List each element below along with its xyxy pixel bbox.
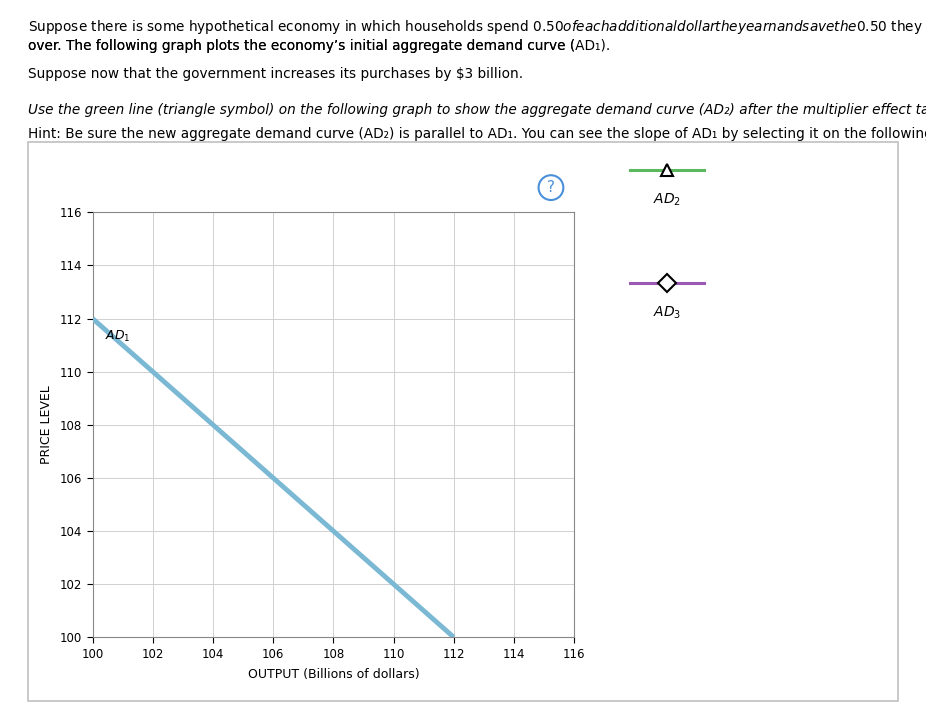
Text: ?: ?	[547, 180, 555, 195]
Text: Suppose there is some hypothetical economy in which households spend $0.50 of ea: Suppose there is some hypothetical econo…	[28, 18, 926, 35]
X-axis label: OUTPUT (Billions of dollars): OUTPUT (Billions of dollars)	[247, 668, 419, 680]
Text: over. The following graph plots the economy’s initial aggregate demand curve (: over. The following graph plots the econ…	[28, 39, 575, 53]
Y-axis label: PRICE LEVEL: PRICE LEVEL	[40, 385, 53, 464]
Text: $AD_3$: $AD_3$	[653, 304, 681, 321]
Text: Hint: Be sure the new aggregate demand curve (​AD₂) is parallel to AD₁. You can : Hint: Be sure the new aggregate demand c…	[28, 127, 926, 142]
Text: over. The following graph plots the economy’s initial aggregate demand curve (​A: over. The following graph plots the econ…	[28, 39, 610, 53]
Text: $AD_2$: $AD_2$	[653, 191, 681, 207]
Text: $AD_1$: $AD_1$	[105, 329, 131, 344]
Text: Suppose now that the government increases its purchases by $3 billion.: Suppose now that the government increase…	[28, 67, 523, 81]
Text: Use the green line (triangle symbol) on the following graph to show the aggregat: Use the green line (triangle symbol) on …	[28, 103, 926, 117]
